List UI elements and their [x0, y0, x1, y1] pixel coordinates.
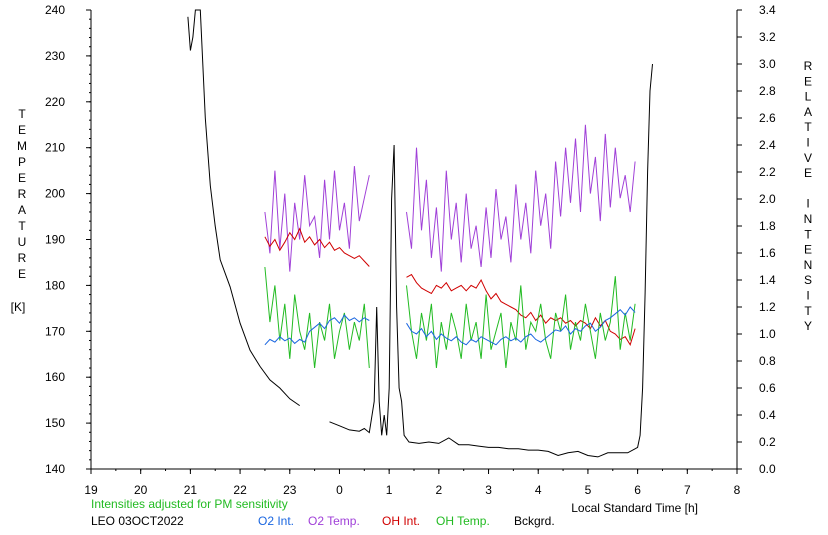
y-right-tick-label: 3.4 [759, 3, 776, 17]
y-right-label-letter: I [806, 136, 809, 150]
series-line [264, 314, 370, 346]
y-left-tick-label: 180 [45, 278, 65, 292]
y-right-tick-label: 1.4 [759, 273, 776, 287]
y-right-label-letter: N [804, 258, 813, 272]
y-right-label-letter: A [804, 105, 812, 119]
y-right-tick-label: 2.8 [759, 84, 776, 98]
labels-group: Local Standard Time [h] Intensities adju… [11, 59, 813, 528]
x-tick-label: 3 [485, 483, 492, 497]
y-left-tick-label: 140 [45, 462, 65, 476]
y-right-label-letter: I [806, 289, 809, 303]
y-right-tick-label: 1.0 [759, 327, 776, 341]
y-left-label-letter: M [17, 139, 27, 153]
legend-entry: OH Int. [382, 514, 420, 528]
y-left-label-letter: U [18, 235, 27, 249]
legend-entry: O2 Temp. [308, 514, 360, 528]
pm-sensitivity-note: Intensities adjusted for PM sensitivity [91, 497, 288, 511]
series-line [264, 266, 370, 369]
y-left-unit: [K] [11, 300, 26, 314]
y-right-tick-label: 2.4 [759, 138, 776, 152]
x-tick-label: 7 [684, 483, 691, 497]
x-tick-label: 1 [386, 483, 393, 497]
y-left-label-letter: E [18, 267, 26, 281]
y-right-tick-label: 1.6 [759, 246, 776, 260]
y-right-label-letter: N [804, 212, 813, 226]
x-tick-label: 4 [535, 483, 542, 497]
series-line [406, 276, 636, 369]
x-tick-label: 0 [336, 483, 343, 497]
series-line [406, 124, 636, 272]
legend-entry: OH Temp. [436, 514, 490, 528]
y-right-tick-label: 0.6 [759, 381, 776, 395]
x-tick-label: 2 [436, 483, 443, 497]
series-line [406, 306, 636, 346]
y-left-tick-label: 200 [45, 187, 65, 201]
series-line [329, 63, 653, 458]
series-line [264, 227, 370, 267]
y-right-tick-label: 0.8 [759, 354, 776, 368]
x-axis-label: Local Standard Time [h] [571, 501, 698, 515]
y-right-label-letter: S [804, 273, 812, 287]
y-right-tick-label: 1.2 [759, 300, 776, 314]
y-right-tick-label: 0.0 [759, 462, 776, 476]
y-right-label-letter: E [804, 243, 812, 257]
y-left-label-letter: R [18, 187, 27, 201]
y-left-tick-label: 220 [45, 95, 65, 109]
series-line [187, 9, 300, 407]
y-left-label-letter: E [18, 171, 26, 185]
y-right-label-letter: V [804, 151, 812, 165]
y-left-tick-label: 170 [45, 324, 65, 338]
y-right-tick-label: 0.2 [759, 435, 776, 449]
x-tick-label: 5 [585, 483, 592, 497]
x-tick-label: 22 [233, 483, 247, 497]
y-right-label-letter: I [806, 197, 809, 211]
x-tick-label: 21 [184, 483, 198, 497]
y-left-tick-label: 240 [45, 3, 65, 17]
y-right-label-letter: T [804, 227, 812, 241]
legend-entry: O2 Int. [258, 514, 294, 528]
y-left-label-letter: A [18, 203, 26, 217]
x-tick-label: 23 [283, 483, 297, 497]
y-left-label-letter: E [18, 123, 26, 137]
y-left-label-letter: T [18, 219, 26, 233]
y-left-tick-label: 150 [45, 416, 65, 430]
legend-entry: Bckgrd. [514, 514, 555, 528]
x-tick-label: 20 [134, 483, 148, 497]
y-left-tick-label: 160 [45, 370, 65, 384]
y-left-label-letter: P [18, 155, 26, 169]
y-right-label-letter: R [804, 59, 813, 73]
y-right-tick-label: 2.6 [759, 111, 776, 125]
x-tick-label: 19 [84, 483, 98, 497]
y-right-label-letter: L [805, 90, 812, 104]
y-right-label-letter: T [804, 120, 812, 134]
series-line [406, 273, 636, 347]
y-left-tick-label: 230 [45, 49, 65, 63]
station-date: LEO 03OCT2022 [91, 514, 184, 528]
y-left-label-letter: T [18, 107, 26, 121]
y-right-label-letter: T [804, 304, 812, 318]
y-left-tick-label: 210 [45, 141, 65, 155]
y-right-tick-label: 3.0 [759, 57, 776, 71]
x-tick-label: 8 [734, 483, 741, 497]
axes: 1401501601701801902002102202302400.00.20… [45, 3, 776, 497]
series-line [264, 166, 370, 272]
y-right-tick-label: 1.8 [759, 219, 776, 233]
y-left-label-letter: R [18, 251, 27, 265]
y-right-tick-label: 3.2 [759, 30, 776, 44]
y-left-tick-label: 190 [45, 233, 65, 247]
y-right-label-letter: E [804, 166, 812, 180]
y-right-tick-label: 0.4 [759, 408, 776, 422]
x-tick-label: 6 [634, 483, 641, 497]
series-group [187, 9, 653, 458]
y-right-label-letter: Y [804, 319, 812, 333]
y-right-label-letter: E [804, 74, 812, 88]
y-right-tick-label: 2.0 [759, 192, 776, 206]
y-right-tick-label: 2.2 [759, 165, 776, 179]
